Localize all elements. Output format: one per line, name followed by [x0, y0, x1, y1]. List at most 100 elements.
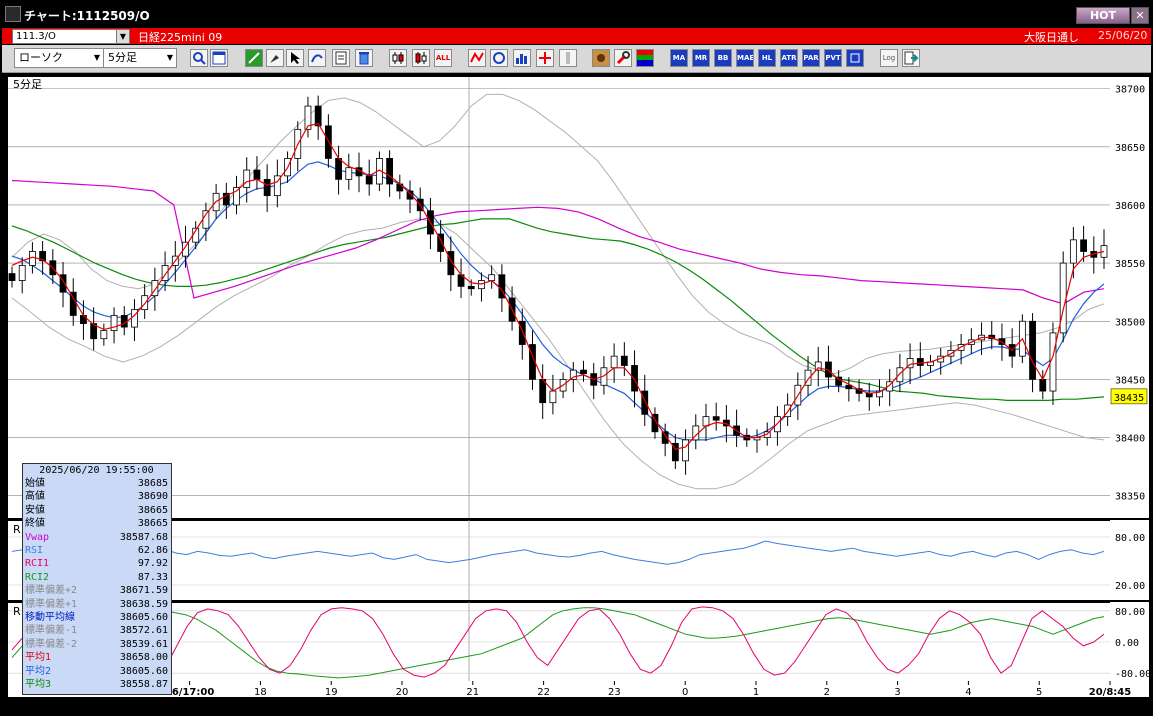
candle-body	[651, 413, 659, 433]
rainbow-icon[interactable]	[636, 49, 654, 67]
info-row-label: 移動平均線	[25, 612, 75, 623]
info-row-value: 87.33	[137, 571, 168, 583]
cursor-icon[interactable]	[286, 49, 304, 67]
info-datetime: 2025/06/20 19:55:00	[39, 465, 154, 476]
info-row: 移動平均線 38605.60	[25, 611, 168, 624]
chart-area[interactable]: 38700 38650 38600 38550 38500 38450 38400 38350…	[2, 73, 1151, 713]
pvt-button[interactable]: PVT	[824, 49, 842, 67]
info-row-label: 高値	[25, 491, 45, 503]
chart-canvas[interactable]: 38700 38650 38600 38550 38500 38450 38400 38350…	[2, 73, 1151, 713]
candle-body	[253, 169, 261, 180]
ma-mid-line	[11, 161, 1105, 441]
candle-body	[396, 183, 404, 192]
candle-body	[876, 390, 883, 398]
info-row-value: 97.92	[137, 558, 168, 570]
rci-tick-label: 0.00	[1115, 638, 1139, 649]
info-row: 平均2 38605.60	[25, 665, 168, 678]
bar-indicator-icon[interactable]	[513, 49, 531, 67]
candle-body	[886, 381, 894, 392]
price-tick-label: 38350	[1115, 492, 1145, 503]
symbol-bar: 111.3/O ▼ 日経225mini 09 大阪日通し 25/06/20	[2, 28, 1151, 44]
info-row: 平均1 38658.00	[25, 651, 168, 664]
zoom-icon[interactable]	[190, 49, 208, 67]
time-tick-label: 4	[965, 687, 971, 698]
info-row-label: 平均1	[25, 652, 52, 664]
par-button[interactable]: PAR	[802, 49, 820, 67]
price-tick-label: 38500	[1115, 317, 1145, 328]
time-tick-label: 3	[894, 687, 900, 698]
ma-button[interactable]: MA	[670, 49, 688, 67]
info-row-label: RCI1	[25, 558, 50, 570]
symbol-name: 日経225mini 09	[138, 31, 223, 44]
indicator-x1-icon[interactable]	[468, 49, 486, 67]
candle-body	[1039, 379, 1047, 392]
info-row-value: 38665	[137, 518, 168, 530]
copy-icon[interactable]	[332, 49, 350, 67]
info-row-value: 38671.59	[119, 585, 168, 597]
info-row-label: 標準偏差-2	[25, 638, 78, 650]
candle-body	[151, 280, 159, 297]
candle-body	[59, 274, 67, 293]
line-draw-icon[interactable]	[245, 49, 263, 67]
app-chart-icon	[5, 6, 21, 22]
info-row: 終値 38665	[25, 517, 168, 530]
delete-icon[interactable]	[355, 49, 373, 67]
close-button[interactable]: ✕	[1131, 7, 1149, 24]
ma-long-line	[11, 218, 1105, 401]
vwap-line	[11, 179, 1105, 305]
rci1-line	[11, 606, 1105, 678]
symbol-dropdown-icon[interactable]: ▼	[116, 29, 130, 44]
info-row-value: 38539.61	[119, 638, 168, 650]
search-chart-icon[interactable]	[490, 49, 508, 67]
timeframe-select[interactable]: 5分足 ▼	[103, 48, 177, 68]
info-row-value: 38572.61	[119, 625, 168, 637]
info-row-label: 安値	[25, 504, 45, 516]
all-button[interactable]: ALL	[434, 49, 452, 67]
candle1-icon[interactable]	[389, 49, 407, 67]
window-icon[interactable]	[210, 49, 228, 67]
atr-button[interactable]: ATR	[780, 49, 798, 67]
hl-button[interactable]: HL	[758, 49, 776, 67]
candle-body	[488, 274, 496, 281]
price-tick-label: 38450	[1115, 375, 1145, 386]
brush-icon[interactable]	[266, 49, 284, 67]
mr-button[interactable]: MR	[692, 49, 710, 67]
info-row-value: 38605.60	[119, 612, 168, 623]
candle-body	[1080, 239, 1087, 252]
candle-body	[437, 233, 445, 252]
candle-body	[906, 358, 914, 369]
grid-icon[interactable]	[592, 49, 610, 67]
mae-button[interactable]: MAE	[736, 49, 754, 67]
export-icon[interactable]	[902, 49, 920, 67]
signal-icon[interactable]	[536, 49, 554, 67]
candle2-icon[interactable]	[412, 49, 430, 67]
candle-body	[8, 273, 16, 281]
hot-button[interactable]: HOT	[1076, 7, 1130, 24]
rec-icon[interactable]	[846, 49, 864, 67]
time-tick-label: 19	[325, 687, 338, 698]
info-row-label: 平均2	[25, 665, 52, 677]
time-tick-label: 20	[396, 687, 409, 698]
arrow-icon[interactable]	[308, 49, 326, 67]
candle-body	[69, 291, 77, 316]
candle-body	[182, 241, 189, 257]
candle-body	[110, 315, 118, 331]
price-tick-label: 38650	[1115, 143, 1145, 154]
bb-button[interactable]: BB	[714, 49, 732, 67]
candle-body	[784, 404, 792, 418]
log-button[interactable]: Log	[880, 49, 898, 67]
rsi-line	[11, 540, 1105, 565]
chart-type-select[interactable]: ローソク ▼	[14, 48, 104, 68]
candle-body	[406, 190, 414, 200]
time-tick-label: 5	[1036, 687, 1042, 698]
candle-body	[804, 369, 812, 386]
info-row-label: 終値	[25, 518, 45, 530]
time-axis-background	[8, 681, 1149, 697]
symbol-code-input[interactable]: 111.3/O	[12, 29, 129, 44]
wrench-icon[interactable]	[614, 49, 632, 67]
info-row-value: 38665	[137, 504, 168, 516]
candle-body	[304, 105, 312, 130]
candle-body	[1100, 245, 1108, 258]
info-row: 標準偏差-1 38572.61	[25, 624, 168, 637]
timeframe-panel-label: 5分足	[13, 78, 42, 91]
